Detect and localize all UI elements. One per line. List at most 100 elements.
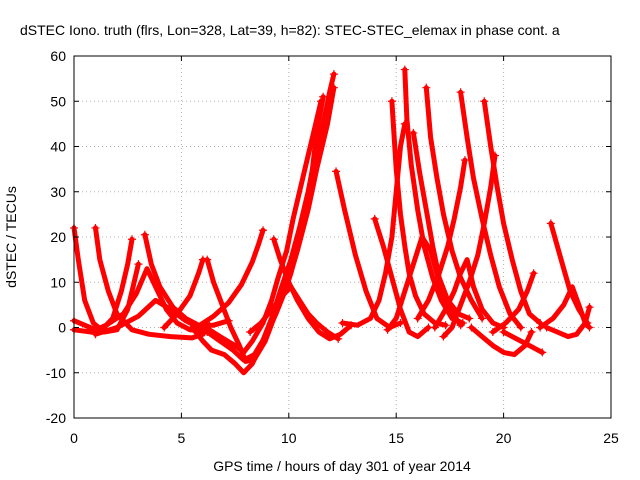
data-point-marker [538, 348, 547, 357]
y-tick-label: 50 [50, 93, 66, 109]
data-point-marker [91, 223, 100, 232]
chart-title: dSTEC Iono. truth (flrs, Lon=328, Lat=39… [20, 22, 560, 38]
series-arc22 [383, 234, 465, 334]
series-arc29 [488, 269, 538, 337]
data-point-marker [456, 321, 465, 330]
data-point-marker [188, 323, 197, 332]
series-line [193, 227, 266, 330]
series-arc19 [400, 65, 467, 327]
data-point-marker [465, 314, 474, 323]
y-tick-label: 40 [50, 139, 66, 155]
data-point-marker [529, 269, 538, 278]
data-point-marker [329, 70, 338, 79]
data-point-marker [387, 97, 396, 106]
series-arc8 [192, 226, 268, 332]
series-group [70, 65, 594, 376]
series-arc21 [422, 83, 487, 323]
data-point-marker [413, 314, 422, 323]
x-tick-label: 20 [496, 430, 512, 446]
series-line [423, 85, 485, 321]
data-point-marker [585, 323, 594, 332]
series-line [385, 234, 464, 333]
series-line [490, 270, 537, 335]
series-line [402, 67, 466, 326]
data-point-marker [400, 65, 409, 74]
series-line [432, 257, 507, 330]
series-line [161, 257, 206, 330]
y-tick-label: 30 [50, 184, 66, 200]
series-line [544, 304, 592, 340]
data-point-marker [488, 328, 497, 337]
data-point-marker [499, 328, 508, 337]
y-tick-label: 60 [50, 48, 66, 64]
data-point-marker [338, 318, 347, 327]
series-arc30 [499, 328, 547, 357]
data-point-marker [317, 97, 326, 106]
x-tick-label: 0 [70, 430, 78, 446]
series-line [481, 98, 543, 326]
data-point-marker [478, 314, 487, 323]
data-point-marker [456, 88, 465, 97]
data-point-marker [430, 323, 439, 332]
x-tick-label: 10 [281, 430, 297, 446]
data-point-marker [439, 332, 448, 341]
data-point-marker [329, 83, 338, 92]
y-tick-label: -10 [46, 365, 66, 381]
series-arc23 [413, 156, 469, 323]
data-point-marker [370, 214, 379, 223]
data-point-marker [203, 328, 212, 337]
data-point-marker [246, 328, 255, 337]
y-tick-label: 20 [50, 229, 66, 245]
series-arc12 [203, 83, 338, 363]
data-point-marker [460, 156, 469, 165]
x-tick-label: 5 [178, 430, 186, 446]
data-point-marker [441, 321, 450, 330]
data-point-marker [269, 235, 278, 244]
x-tick-label: 25 [603, 430, 619, 446]
data-point-marker [422, 83, 431, 92]
data-point-marker [527, 328, 536, 337]
y-tick-label: -20 [46, 410, 66, 426]
series-line [71, 266, 206, 335]
series-arc32 [546, 219, 592, 327]
data-point-marker [203, 255, 212, 264]
data-point-marker [467, 323, 476, 332]
series-arc26 [456, 88, 525, 332]
series-line [441, 153, 498, 340]
series-line [537, 284, 592, 330]
series-arc27 [480, 97, 545, 327]
series-arc33 [542, 303, 594, 340]
data-point-marker [383, 325, 392, 334]
series-line [501, 329, 545, 355]
data-point-marker [319, 92, 328, 101]
y-tick-label: 0 [58, 320, 66, 336]
data-point-marker [546, 219, 555, 228]
x-tick-label: 15 [388, 430, 404, 446]
series-line [204, 85, 337, 363]
series-line [340, 121, 408, 328]
data-point-marker [91, 330, 100, 339]
data-point-marker [332, 167, 341, 176]
data-point-marker [259, 226, 268, 235]
series-line [548, 220, 590, 326]
series-arc25 [439, 151, 500, 341]
data-point-marker [409, 128, 418, 137]
series-line [415, 157, 468, 321]
series-line [271, 236, 354, 342]
series-arc15 [332, 167, 405, 330]
x-axis: 0 5 10 15 20 25 [70, 56, 619, 446]
y-axis: -20 -10 0 10 20 30 40 50 60 [46, 48, 611, 426]
data-point-marker [542, 323, 551, 332]
x-axis-label: GPS time / hours of day 301 of year 2014 [213, 458, 471, 474]
data-point-marker [516, 323, 525, 332]
data-point-marker [134, 260, 143, 269]
data-point-marker [127, 235, 136, 244]
y-axis-label: dSTEC / TECUs [3, 186, 19, 288]
y-tick-label: 10 [50, 274, 66, 290]
grid [74, 56, 611, 418]
data-point-marker [140, 230, 149, 239]
data-point-marker [480, 97, 489, 106]
data-point-marker [585, 303, 594, 312]
series-line [206, 98, 324, 355]
